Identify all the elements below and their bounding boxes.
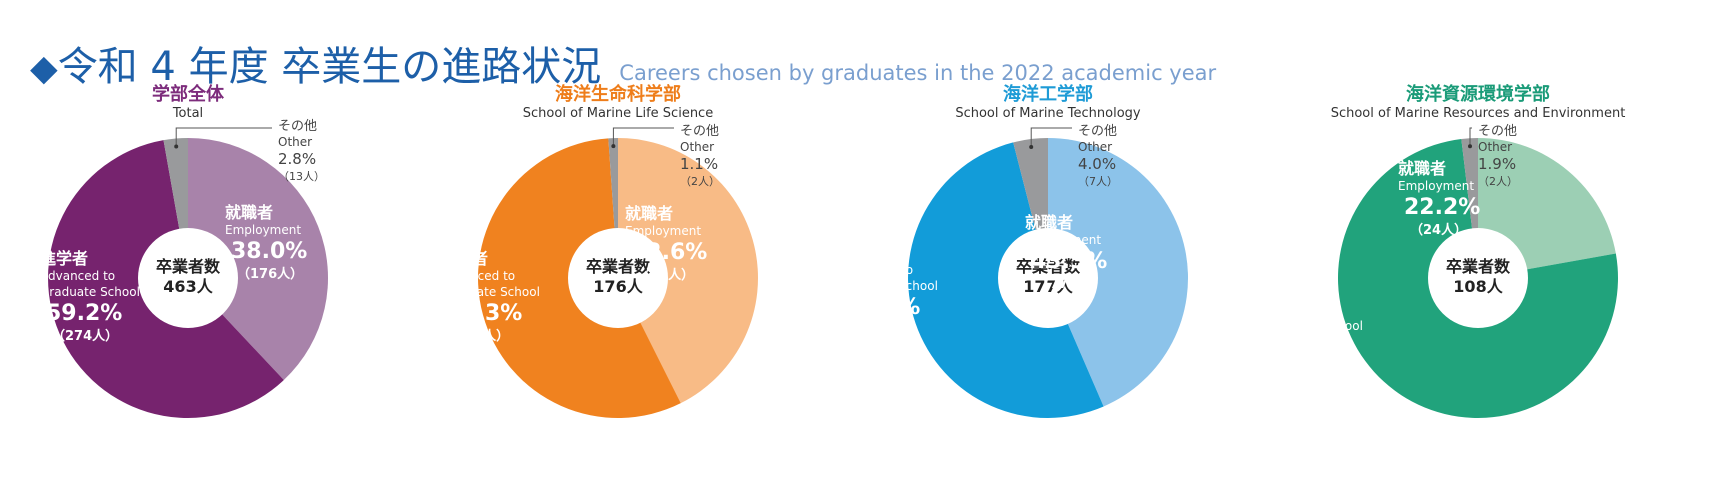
page-header: ◆令和 4 年度 卒業生の進路状況 Careers chosen by gradu… bbox=[30, 34, 1216, 92]
slice-count: （93人） bbox=[850, 322, 907, 338]
slice-label-en: Employment bbox=[225, 223, 301, 237]
chart-subtitle: School of Marine Resources and Environme… bbox=[1331, 106, 1626, 121]
slice-label-ja: その他 bbox=[680, 124, 719, 139]
center-value: 108人 bbox=[1453, 277, 1503, 296]
slice-label-en: Advanced to bbox=[838, 263, 913, 277]
center-label: 卒業者数 bbox=[1446, 257, 1511, 276]
slice-label-en: Advanced to bbox=[440, 269, 515, 283]
slice-label-ja: その他 bbox=[1078, 124, 1117, 139]
pie-slice-employment bbox=[618, 138, 759, 404]
slice-label-en: Other bbox=[1078, 140, 1112, 154]
center-value: 463人 bbox=[163, 277, 213, 296]
pie-center-hole bbox=[1428, 228, 1528, 328]
leader-dot bbox=[1029, 145, 1034, 150]
slice-label-ja: 進学者 bbox=[40, 249, 88, 268]
slice-percent: 52.5% bbox=[844, 295, 920, 320]
slice-percent: 1.1% bbox=[680, 155, 718, 173]
slice-count: （176人） bbox=[237, 266, 303, 282]
slice-label-en: Employment bbox=[1398, 179, 1474, 193]
slice-count: （7人） bbox=[1078, 175, 1118, 188]
slice-label-en: Graduate School bbox=[838, 279, 938, 293]
slice-label-ja: 進学者 bbox=[838, 243, 886, 262]
slice-label-en: Advanced to bbox=[1263, 303, 1338, 317]
slice-percent: 75.9% bbox=[1269, 335, 1345, 360]
slice-label-ja: その他 bbox=[1478, 124, 1517, 139]
page-title: ◆令和 4 年度 卒業生の進路状況 bbox=[30, 44, 601, 90]
slice-count: （99人） bbox=[452, 328, 509, 344]
chart-title: 学部全体 bbox=[152, 83, 225, 105]
slice-count: （2人） bbox=[1478, 175, 1518, 188]
slice-count: （75人） bbox=[637, 267, 694, 283]
slice-label-en: Advanced to bbox=[40, 269, 115, 283]
center-label: 卒業者数 bbox=[156, 257, 221, 276]
diamond-icon: ◆ bbox=[30, 48, 58, 89]
other-leader-line bbox=[1469, 127, 1472, 147]
slice-label-en: Employment bbox=[1025, 233, 1101, 247]
slice-label-ja: 就職者 bbox=[225, 203, 273, 222]
chart-title: 海洋工学部 bbox=[1003, 83, 1093, 105]
leader-dot bbox=[174, 144, 179, 149]
slice-label-ja: 進学者 bbox=[1263, 283, 1311, 302]
other-leader-line bbox=[612, 127, 674, 147]
center-value: 177人 bbox=[1023, 277, 1073, 296]
slice-percent: 2.8% bbox=[278, 150, 316, 168]
center-label: 卒業者数 bbox=[586, 257, 651, 276]
slice-label-en: Employment bbox=[625, 224, 701, 238]
slice-count: （82人） bbox=[1275, 362, 1332, 378]
pie-center-hole bbox=[998, 228, 1098, 328]
page-subtitle: Careers chosen by graduates in the 2022 … bbox=[619, 61, 1217, 85]
slice-count: （24人） bbox=[1410, 222, 1467, 238]
pie-slice-employment bbox=[1048, 137, 1189, 407]
page-title-text: 令和 4 年度 卒業生の進路状況 bbox=[57, 44, 602, 90]
slice-label-en: Graduate School bbox=[1263, 319, 1363, 333]
slice-label-ja: その他 bbox=[278, 119, 317, 134]
chart-subtitle: Total bbox=[172, 106, 203, 121]
slice-label-ja: 就職者 bbox=[1025, 213, 1073, 232]
leader-dot bbox=[611, 144, 616, 149]
slice-percent: 4.0% bbox=[1078, 155, 1116, 173]
slice-label-ja: 就職者 bbox=[1398, 159, 1446, 178]
other-leader-line bbox=[1030, 127, 1072, 148]
slice-percent: 56.3% bbox=[446, 301, 522, 326]
slice-label-en: Graduate School bbox=[40, 285, 140, 299]
slice-label-en: Other bbox=[680, 140, 714, 154]
leader-dot bbox=[1468, 144, 1473, 149]
slice-label-en: Other bbox=[1478, 140, 1512, 154]
chart-title: 海洋生命科学部 bbox=[555, 83, 681, 105]
other-leader-line bbox=[175, 127, 272, 147]
slice-percent: 1.9% bbox=[1478, 155, 1516, 173]
slice-percent: 22.2% bbox=[1404, 195, 1480, 220]
pie-center-hole bbox=[568, 228, 668, 328]
chart-title: 海洋資源環境学部 bbox=[1406, 83, 1550, 105]
slice-percent: 43.5% bbox=[1031, 249, 1107, 274]
slice-label-ja: 就職者 bbox=[625, 204, 673, 223]
slice-count: （2人） bbox=[680, 175, 720, 188]
chart-subtitle: School of Marine Technology bbox=[955, 106, 1141, 121]
slice-count: （274人） bbox=[52, 328, 118, 344]
pie-center-hole bbox=[138, 228, 238, 328]
center-value: 176人 bbox=[593, 277, 643, 296]
slice-percent: 38.0% bbox=[231, 239, 307, 264]
center-label: 卒業者数 bbox=[1016, 257, 1081, 276]
slice-count: （13人） bbox=[278, 170, 325, 183]
slice-label-en: Graduate School bbox=[440, 285, 540, 299]
slice-label-en: Other bbox=[278, 135, 312, 149]
pie-slice-employment bbox=[188, 138, 329, 381]
slice-percent: 42.6% bbox=[631, 240, 707, 265]
slice-label-ja: 進学者 bbox=[440, 249, 488, 268]
slice-count: （77人） bbox=[1037, 276, 1094, 292]
chart-subtitle: School of Marine Life Science bbox=[523, 106, 713, 121]
slice-percent: 59.2% bbox=[46, 301, 122, 326]
